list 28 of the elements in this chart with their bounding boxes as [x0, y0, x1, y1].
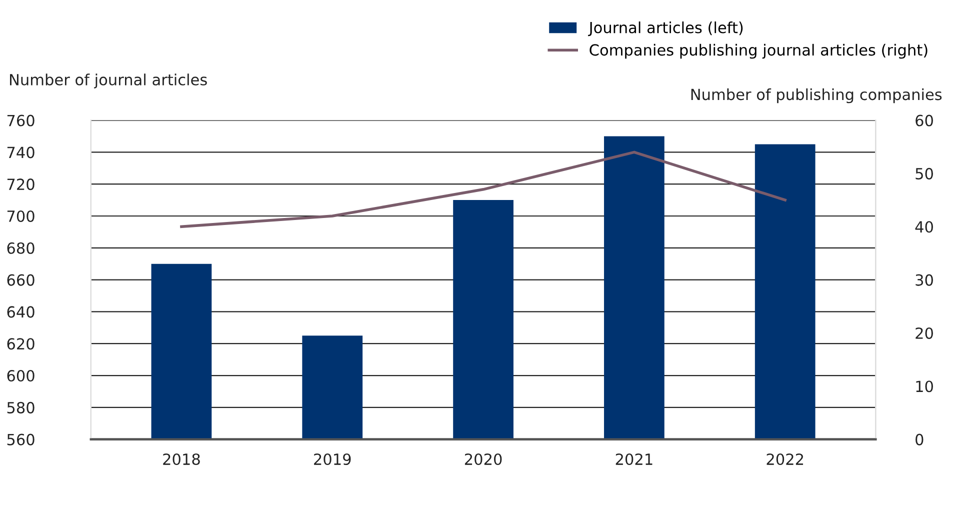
x-tick-label: 2018 — [163, 453, 200, 466]
y-tick-label: 760 — [7, 114, 34, 126]
y2-tick-label: 0 — [916, 434, 924, 446]
y-tick-label: 680 — [7, 242, 34, 254]
y2-tick-label: 20 — [916, 327, 933, 339]
y-tick-label: 620 — [7, 338, 34, 350]
legend-label: Companies publishing journal articles (right) — [590, 44, 928, 59]
x-tick-label: 2020 — [464, 453, 502, 466]
y-tick-label: 720 — [7, 178, 34, 190]
y2-axis-title: Number of publishing companies — [691, 88, 942, 104]
legend-label: Journal articles (left) — [588, 21, 743, 36]
y-tick-label: 640 — [7, 306, 34, 318]
y2-tick-label: 10 — [916, 380, 933, 392]
y-tick-label: 700 — [7, 210, 34, 222]
y2-tick-label: 30 — [916, 274, 933, 286]
y2-tick-label: 40 — [915, 221, 933, 233]
x-tick-label: 2019 — [314, 453, 351, 466]
y-axis-title: Number of journal articles — [10, 74, 207, 88]
x-tick-label: 2022 — [766, 453, 804, 466]
y-tick-label: 740 — [7, 146, 34, 158]
y-tick-label: 580 — [7, 402, 34, 414]
y2-tick-label: 50 — [916, 168, 933, 180]
x-tick-label: 2021 — [616, 453, 652, 466]
line-series — [180, 150, 786, 228]
y-tick-label: 560 — [7, 434, 34, 446]
y-tick-label: 660 — [7, 274, 34, 286]
y2-tick-label: 60 — [916, 114, 933, 126]
y-tick-label: 600 — [7, 370, 34, 382]
